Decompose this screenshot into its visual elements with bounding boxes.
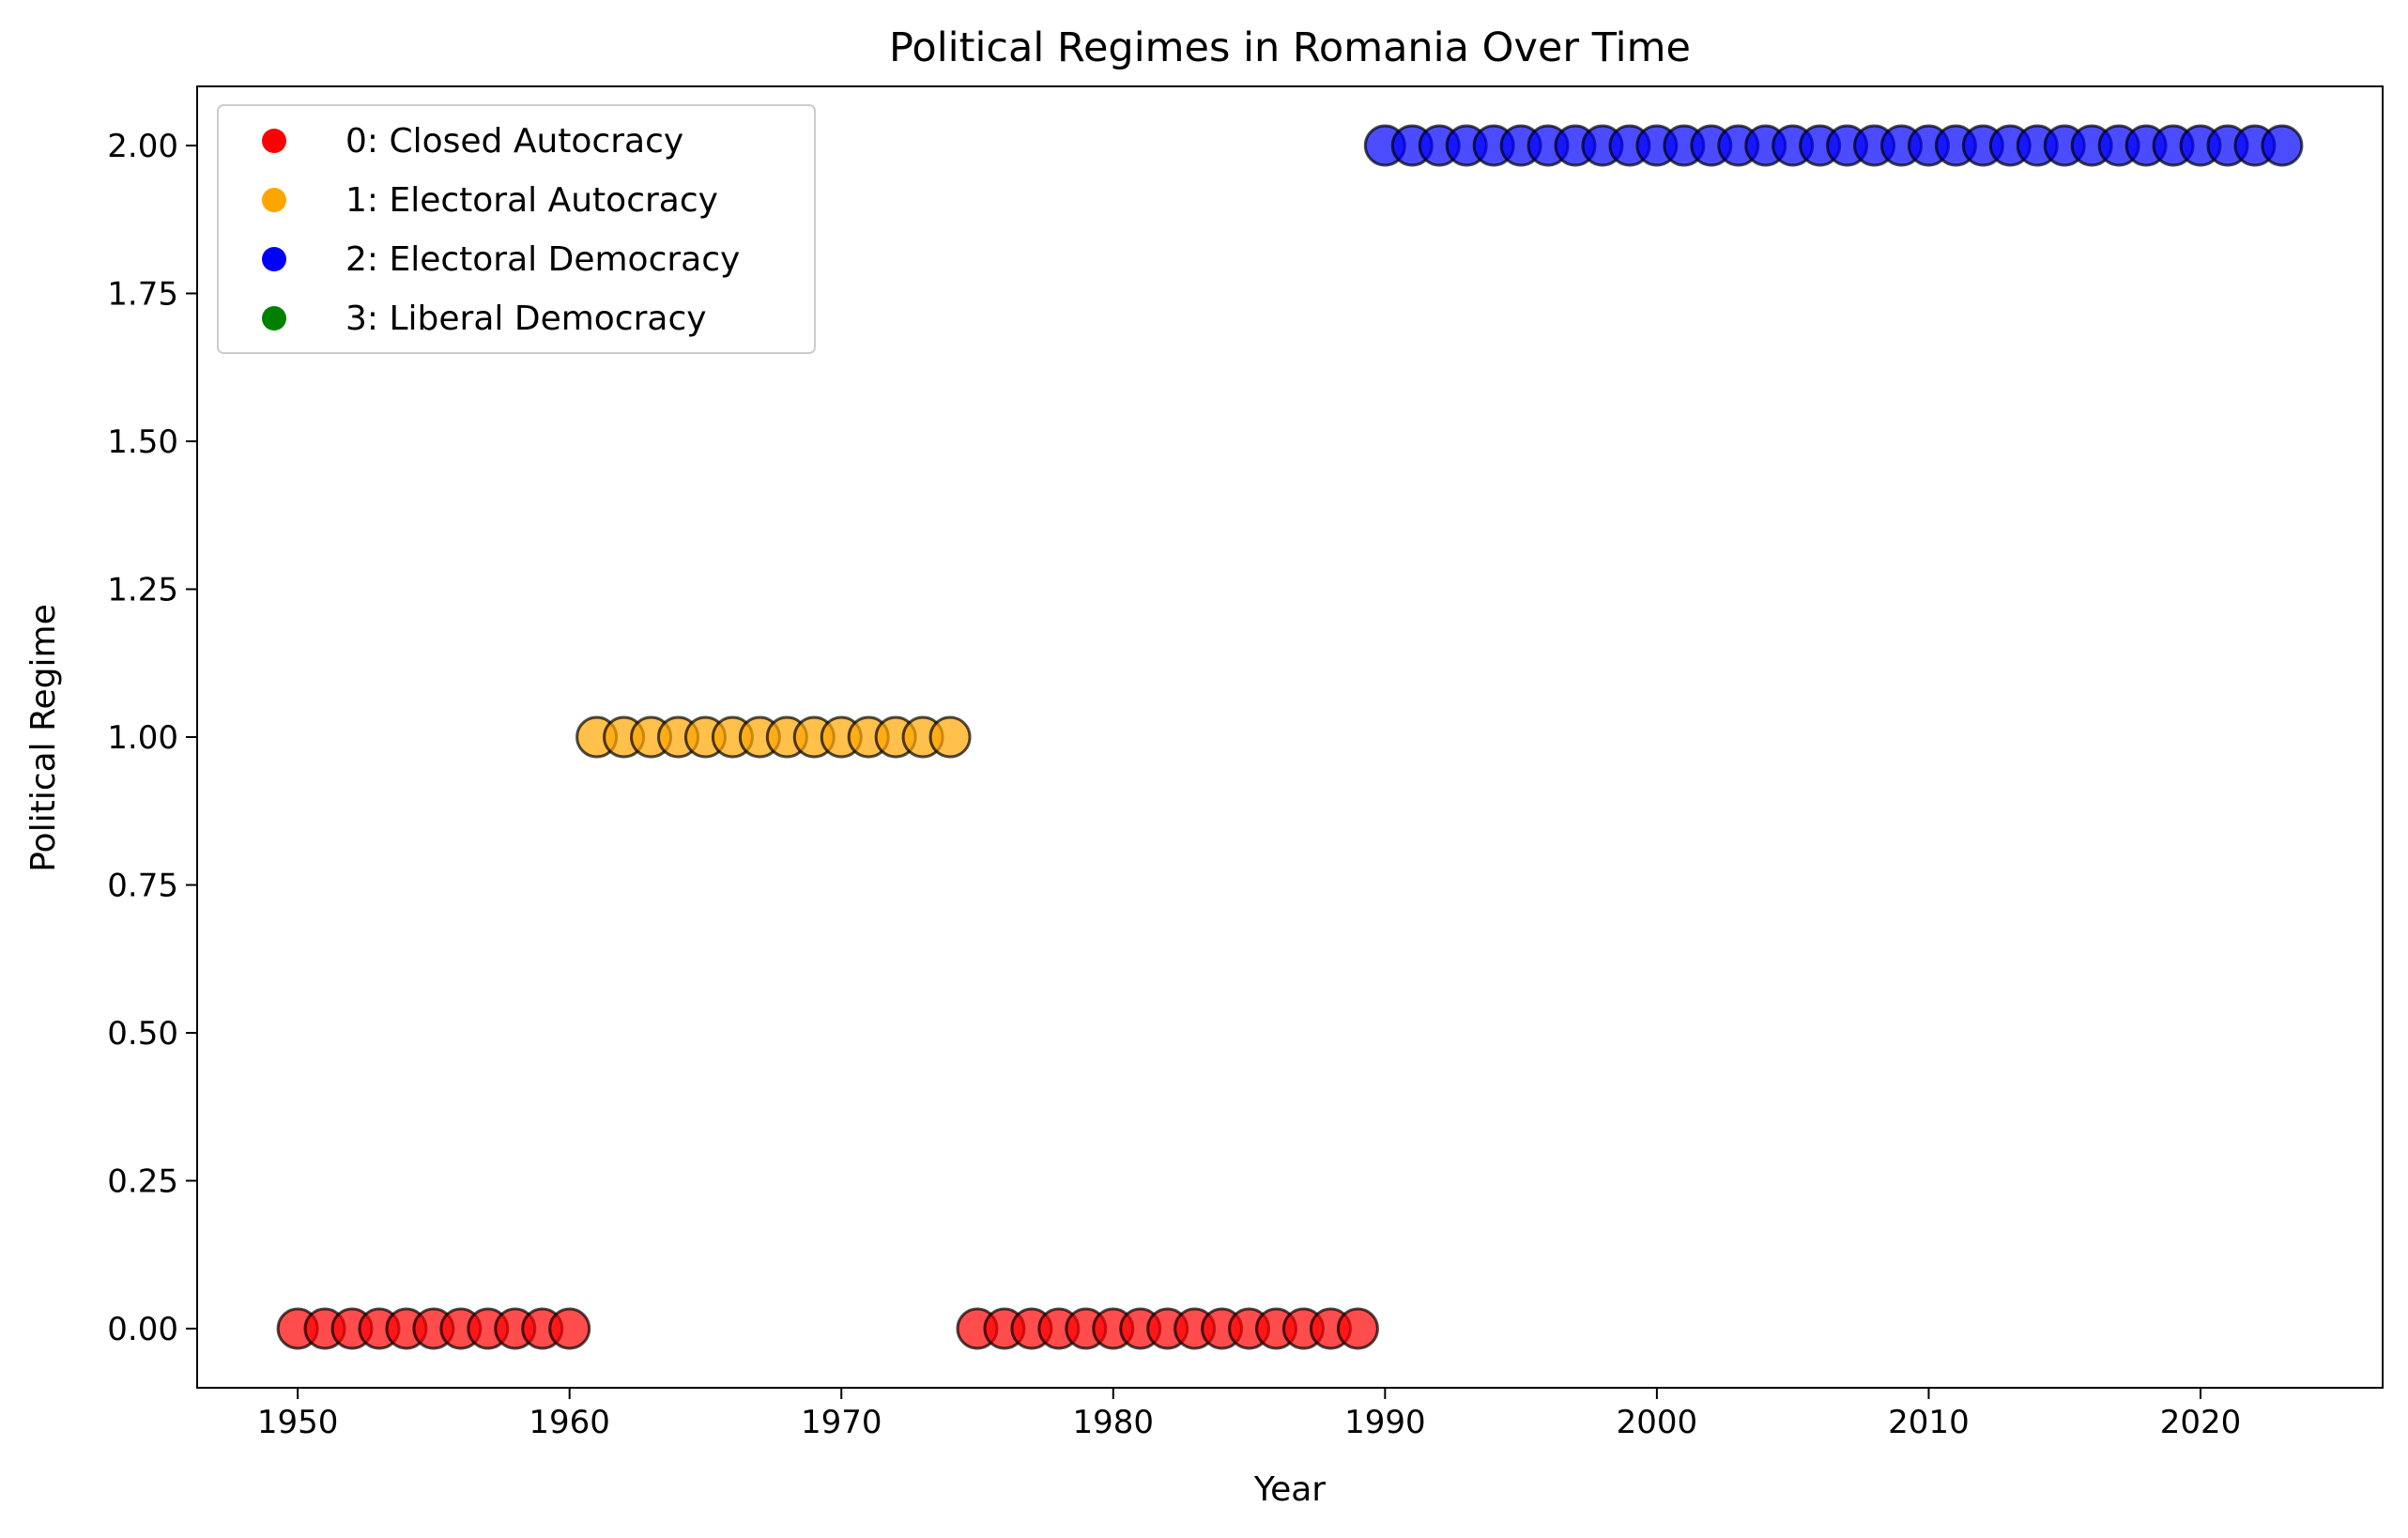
y-tick-label: 1.25 — [107, 572, 178, 609]
x-axis: 1950 1960 1970 1980 1990 2000 2010 2020 — [257, 1388, 2241, 1441]
y-tick-label: 1.75 — [107, 276, 178, 314]
y-tick-label: 0.25 — [107, 1163, 178, 1201]
legend-marker — [262, 188, 286, 212]
legend-label: 0: Closed Autocracy — [345, 122, 683, 161]
y-tick-label: 0.50 — [107, 1015, 178, 1053]
legend-marker — [262, 306, 286, 331]
legend-label: 1: Electoral Autocracy — [345, 181, 718, 220]
plot-area: 1950 1960 1970 1980 1990 2000 2010 2020 0.00 0.25… — [107, 85, 2384, 1441]
y-tick-label: 1.00 — [107, 719, 178, 757]
legend-label: 2: Electoral Democracy — [345, 240, 740, 279]
data-points — [276, 124, 2304, 1350]
x-tick-label: 2020 — [2160, 1404, 2242, 1441]
y-tick-label: 0.00 — [107, 1311, 178, 1348]
x-tick-label: 1970 — [801, 1404, 882, 1441]
x-tick-label: 1980 — [1073, 1404, 1155, 1441]
legend-box — [217, 104, 816, 354]
y-tick-label: 0.75 — [107, 868, 178, 905]
x-tick-label: 2010 — [1888, 1404, 1970, 1441]
x-axis-label: Year — [1253, 1470, 1326, 1509]
data-point — [928, 715, 972, 759]
data-point — [1336, 1307, 1379, 1350]
y-axis-label: Political Regime — [24, 604, 63, 872]
legend-marker — [262, 129, 286, 153]
y-tick-label: 1.50 — [107, 423, 178, 461]
chart-title: Political Regimes in Romania Over Time — [889, 24, 1691, 71]
x-tick-label: 2000 — [1617, 1404, 1698, 1441]
y-axis: 0.00 0.25 0.50 0.75 1.00 1.25 1.50 1.75 2.00 — [107, 128, 197, 1348]
data-point — [548, 1307, 591, 1350]
legend-label: 3: Liberal Democracy — [345, 300, 707, 338]
y-tick-label: 2.00 — [107, 128, 178, 165]
x-tick-label: 1960 — [529, 1404, 610, 1441]
legend: 0: Closed Autocracy 1: Electoral Autocrac… — [217, 104, 816, 354]
legend-marker — [262, 247, 286, 271]
data-point — [2261, 124, 2304, 167]
x-tick-label: 1950 — [257, 1404, 339, 1441]
x-tick-label: 1990 — [1344, 1404, 1426, 1441]
